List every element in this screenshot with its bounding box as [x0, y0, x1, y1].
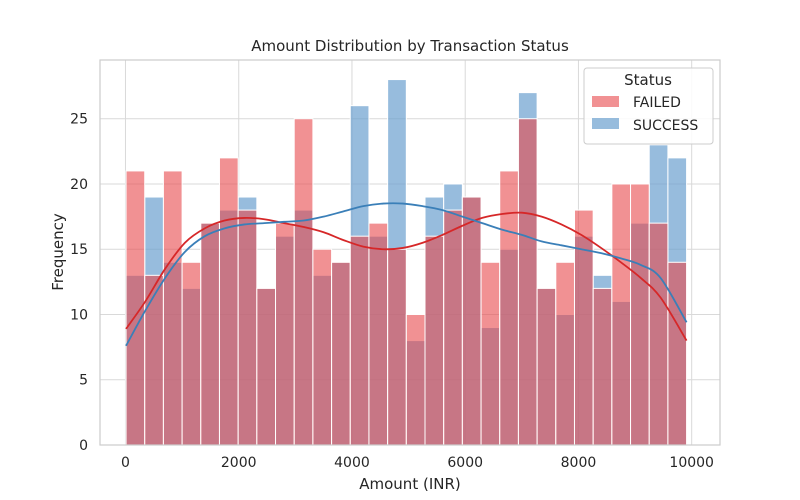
x-axis-label: Amount (INR)	[359, 475, 460, 493]
y-tick-label: 25	[70, 112, 88, 128]
bar-failed	[443, 209, 463, 446]
bar-failed	[312, 248, 333, 446]
bar-failed	[648, 222, 669, 446]
bar-failed	[144, 274, 164, 446]
plot-frame	[99, 59, 721, 446]
bar-failed	[237, 209, 258, 446]
bar-failed	[592, 287, 613, 446]
legend-swatch-success	[592, 118, 619, 129]
x-tick-label: 4000	[334, 455, 370, 471]
bar-failed	[555, 261, 575, 446]
kde-line-success	[125, 202, 688, 347]
bar-failed	[667, 261, 688, 446]
y-tick-label: 5	[79, 373, 88, 389]
legend-label-success: SUCCESS	[633, 118, 698, 134]
legend-title: Status	[624, 71, 672, 89]
bar-failed	[424, 235, 445, 446]
bar-failed	[200, 222, 220, 446]
tick-labels: 0 2000 4000 6000 8000 10000 0 5 10 15 20 25	[70, 112, 714, 471]
bar-failed	[275, 222, 295, 446]
legend: Status FAILED SUCCESS	[583, 67, 714, 145]
y-tick-label: 10	[70, 307, 88, 323]
y-axis-label: Frequency	[49, 213, 67, 291]
bar-failed	[405, 313, 426, 446]
kde-line-failed	[125, 211, 688, 342]
x-tick-label: 2000	[221, 455, 257, 471]
bar-failed	[162, 170, 183, 446]
bar-failed	[611, 183, 632, 446]
bar-failed	[368, 222, 389, 446]
bar-failed	[480, 261, 501, 446]
bar-failed	[331, 261, 351, 446]
bar-failed	[461, 196, 482, 446]
chart-title: Amount Distribution by Transaction Statu…	[251, 37, 569, 55]
x-tick-label: 0	[121, 455, 130, 471]
legend-label-failed: FAILED	[633, 95, 681, 111]
x-tick-label: 8000	[561, 455, 597, 471]
bar-failed	[536, 287, 557, 446]
bar-failed	[573, 209, 594, 446]
bar-failed	[256, 287, 277, 446]
bar-failed	[630, 183, 650, 446]
legend-swatch-failed	[592, 96, 619, 107]
x-tick-label: 10000	[669, 455, 714, 471]
bar-failed	[517, 118, 538, 446]
bar-failed	[218, 157, 239, 446]
bar-failed	[293, 118, 314, 446]
y-tick-label: 20	[70, 177, 88, 193]
bar-failed	[349, 235, 370, 446]
y-tick-label: 0	[79, 438, 88, 454]
bar-failed	[181, 261, 202, 446]
bar-failed	[387, 248, 407, 446]
x-tick-label: 6000	[447, 455, 483, 471]
y-tick-label: 15	[70, 242, 88, 258]
kde-curves	[125, 202, 688, 347]
